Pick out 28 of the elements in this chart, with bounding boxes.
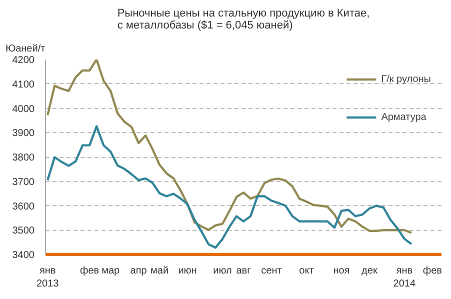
x-tick-label: фев: [80, 266, 100, 276]
y-tick-label: 3500: [12, 226, 35, 237]
y-tick-label: 3700: [12, 176, 35, 188]
y-tick-label: 4200: [12, 55, 35, 66]
legend-label: Г/к рулоны: [381, 74, 431, 84]
y-axis-title: Юаней/т: [6, 44, 46, 54]
x-tick-label: июн: [178, 266, 197, 276]
legend-label: Арматура: [381, 112, 426, 122]
y-tick-label: 4100: [12, 79, 35, 90]
x-tick-label: янв 2013: [36, 266, 60, 290]
x-tick-label: янв 2014: [393, 266, 416, 290]
y-tick-label: 3800: [12, 152, 35, 164]
x-tick-label: фев: [422, 266, 442, 276]
x-tick-label: май: [150, 266, 169, 276]
chart-title: Рыночные цены на стальную продукцию в Китае, с металлобазы ($1 = 6,045 юаней): [117, 8, 370, 32]
y-tick-label: 3600: [12, 201, 35, 212]
x-tick-label: апр: [130, 266, 148, 276]
x-tick-label: сент: [261, 266, 282, 276]
line-series: [46, 125, 413, 249]
x-tick-label: июл: [213, 266, 232, 276]
y-tick-label: 3400: [12, 250, 35, 261]
x-tick-label: дек: [362, 266, 378, 276]
x-tick-label: мар: [102, 266, 120, 276]
y-tick-label: 3900: [12, 128, 35, 140]
x-tick-label: ноя: [333, 266, 350, 276]
x-tick-label: авг: [236, 266, 252, 276]
y-tick-label: 4000: [12, 104, 35, 115]
x-tick-label: окт: [299, 266, 314, 276]
